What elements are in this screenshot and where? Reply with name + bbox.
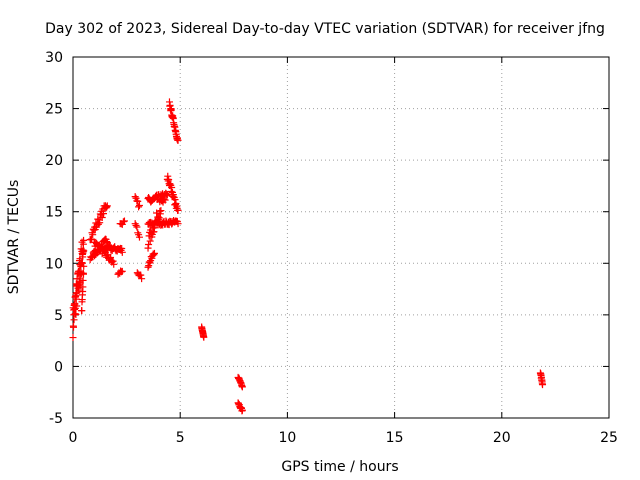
data-point bbox=[118, 267, 126, 275]
data-point bbox=[78, 259, 86, 267]
data-point bbox=[98, 214, 106, 221]
data-point bbox=[92, 238, 100, 246]
data-point bbox=[118, 245, 126, 253]
data-point bbox=[76, 267, 84, 275]
data-point bbox=[87, 236, 95, 244]
data-point bbox=[87, 235, 95, 243]
y-tick-label: 15 bbox=[45, 205, 63, 221]
x-tick-label: 10 bbox=[278, 430, 296, 446]
data-point bbox=[80, 270, 88, 278]
data-point bbox=[89, 231, 97, 239]
data-point bbox=[137, 271, 145, 279]
chart-title: Day 302 of 2023, Sidereal Day-to-day VTE… bbox=[45, 21, 605, 37]
data-point bbox=[75, 278, 83, 286]
data-point bbox=[174, 220, 182, 228]
y-tick-label: -5 bbox=[49, 411, 63, 427]
data-point bbox=[80, 262, 88, 270]
y-tick-label: 10 bbox=[45, 256, 63, 272]
y-axis-label: SDTVAR / TECUs bbox=[6, 180, 22, 295]
data-point bbox=[94, 215, 102, 223]
data-point bbox=[163, 190, 171, 198]
data-point bbox=[174, 136, 182, 144]
data-point bbox=[94, 220, 102, 228]
data-point bbox=[131, 220, 139, 228]
data-point bbox=[144, 263, 152, 271]
grid-lines bbox=[73, 57, 609, 418]
data-point bbox=[238, 383, 246, 391]
data-point bbox=[96, 219, 104, 227]
y-tick-label: 5 bbox=[54, 308, 63, 324]
y-tick-label: 30 bbox=[45, 50, 63, 66]
data-point bbox=[150, 249, 158, 257]
data-point bbox=[131, 193, 139, 201]
data-point bbox=[135, 233, 143, 241]
data-point bbox=[78, 307, 86, 315]
data-point bbox=[135, 203, 143, 211]
data-point bbox=[109, 257, 117, 265]
data-point bbox=[69, 334, 77, 342]
data-point bbox=[150, 251, 158, 259]
data-point bbox=[79, 276, 87, 284]
data-point bbox=[174, 206, 182, 214]
data-point bbox=[155, 214, 163, 222]
axis-ticks: 0 5 10 15 20 25 -5 0 5 10 15 20 25 30 bbox=[45, 50, 618, 446]
data-point bbox=[72, 295, 80, 303]
data-point bbox=[70, 316, 78, 324]
data-point bbox=[134, 197, 142, 205]
data-point bbox=[80, 247, 88, 255]
data-point bbox=[153, 209, 161, 217]
data-point bbox=[118, 248, 126, 256]
x-tick-label: 5 bbox=[176, 430, 185, 446]
data-point bbox=[79, 283, 87, 291]
data-point bbox=[70, 323, 78, 331]
data-point bbox=[146, 237, 154, 245]
x-tick-label: 15 bbox=[386, 430, 404, 446]
x-axis-label: GPS time / hours bbox=[281, 459, 398, 475]
data-point bbox=[73, 302, 81, 310]
data-point bbox=[99, 210, 107, 218]
data-point bbox=[161, 196, 169, 204]
data-point bbox=[168, 184, 176, 192]
data-point bbox=[539, 381, 547, 389]
data-point bbox=[149, 250, 157, 258]
data-point bbox=[119, 218, 127, 226]
x-tick-label: 25 bbox=[600, 430, 618, 446]
data-point bbox=[103, 203, 111, 211]
data-point bbox=[200, 333, 208, 341]
data-point bbox=[157, 207, 165, 215]
data-point bbox=[103, 202, 111, 210]
y-tick-label: 20 bbox=[45, 153, 63, 169]
x-tick-label: 20 bbox=[493, 430, 511, 446]
y-tick-label: 0 bbox=[54, 359, 63, 375]
data-point bbox=[145, 241, 153, 249]
data-point bbox=[138, 275, 146, 283]
y-tick-label: 25 bbox=[45, 102, 63, 118]
data-point bbox=[120, 217, 128, 225]
data-point bbox=[103, 238, 111, 246]
data-point bbox=[135, 201, 143, 209]
data-points bbox=[69, 98, 547, 415]
x-tick-label: 0 bbox=[69, 430, 78, 446]
data-point bbox=[145, 258, 153, 266]
data-point bbox=[133, 223, 141, 231]
data-point bbox=[238, 406, 246, 414]
data-point bbox=[110, 260, 118, 268]
plot-frame bbox=[72, 56, 610, 419]
data-point bbox=[80, 236, 88, 244]
data-point bbox=[132, 221, 140, 229]
data-point bbox=[72, 310, 80, 318]
